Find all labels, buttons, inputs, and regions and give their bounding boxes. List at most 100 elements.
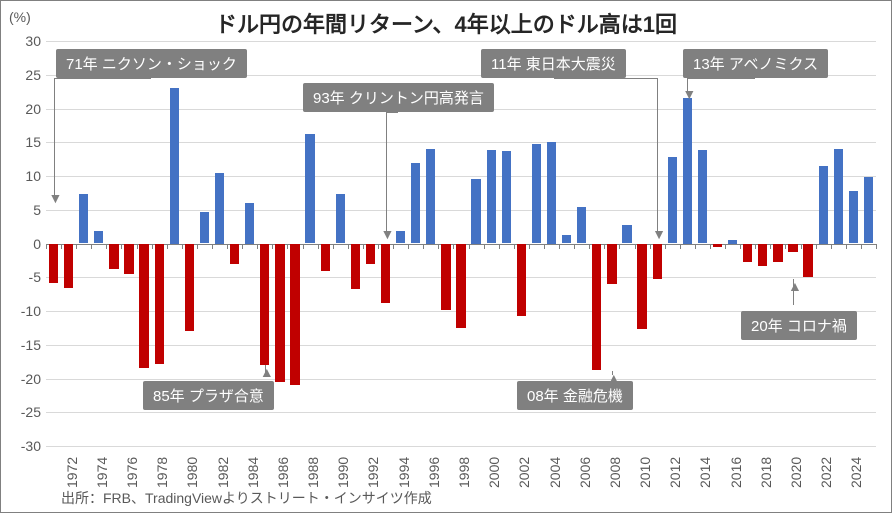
gridline: [46, 41, 876, 42]
x-tick-label: 1996: [426, 457, 442, 488]
y-tick-label: -5: [5, 269, 41, 285]
x-tick: [589, 244, 590, 249]
bar: [49, 244, 58, 283]
gridline: [46, 345, 876, 346]
bar: [426, 149, 435, 244]
bar: [155, 244, 164, 364]
x-tick-label: 2024: [848, 457, 864, 488]
annotation-box: 85年 プラザ合意: [143, 381, 274, 410]
x-tick: [303, 244, 304, 249]
x-tick: [318, 244, 319, 249]
y-tick-label: 20: [5, 101, 41, 117]
bar: [185, 244, 194, 332]
bar: [109, 244, 118, 270]
bar: [728, 240, 737, 243]
chart-container: (%) ドル円の年間リターン、4年以上のドル高は1回 -30-25-20-15-…: [0, 0, 892, 513]
x-tick: [740, 244, 741, 249]
x-tick: [438, 244, 439, 249]
x-tick-label: 2002: [516, 457, 532, 488]
x-tick: [801, 244, 802, 249]
x-tick: [725, 244, 726, 249]
x-tick: [529, 244, 530, 249]
x-tick: [635, 244, 636, 249]
annotation-box: 93年 クリントン円高発言: [303, 83, 494, 112]
bar: [864, 177, 873, 243]
annotation-box: 13年 アベノミクス: [683, 49, 828, 78]
x-tick: [619, 244, 620, 249]
bar: [411, 163, 420, 243]
bar: [441, 244, 450, 310]
x-tick: [423, 244, 424, 249]
bar: [577, 207, 586, 243]
chart-source: 出所：FRB、TradingViewよりストリート・インサイツ作成: [61, 488, 432, 508]
annotation-box: 71年 ニクソン・ショック: [56, 49, 247, 78]
x-tick: [499, 244, 500, 249]
bar: [64, 244, 73, 289]
x-tick: [665, 244, 666, 249]
annotation-box: 20年 コロナ禍: [741, 311, 857, 340]
bar: [305, 134, 314, 243]
bar: [683, 98, 692, 243]
x-tick-label: 2008: [607, 457, 623, 488]
bar: [653, 244, 662, 280]
bar: [290, 244, 299, 386]
x-tick-label: 2018: [758, 457, 774, 488]
bar: [366, 244, 375, 264]
y-tick-label: 5: [5, 202, 41, 218]
bar: [487, 150, 496, 243]
bar: [200, 212, 209, 244]
x-tick: [755, 244, 756, 249]
y-tick-label: 30: [5, 33, 41, 49]
bar: [834, 149, 843, 244]
bar: [139, 244, 148, 368]
x-tick: [242, 244, 243, 249]
x-tick: [137, 244, 138, 249]
x-tick-label: 1972: [64, 457, 80, 488]
bar: [275, 244, 284, 382]
x-tick-label: 2012: [667, 457, 683, 488]
bar: [788, 244, 797, 252]
x-tick: [197, 244, 198, 249]
bar: [517, 244, 526, 316]
x-tick-label: 1998: [456, 457, 472, 488]
x-tick: [408, 244, 409, 249]
x-tick-label: 1980: [184, 457, 200, 488]
bar: [607, 244, 616, 285]
bar: [215, 173, 224, 244]
x-tick: [212, 244, 213, 249]
x-tick-label: 1984: [245, 457, 261, 488]
bar: [803, 244, 812, 278]
gridline: [46, 412, 876, 413]
y-tick-label: -10: [5, 303, 41, 319]
x-tick: [846, 244, 847, 249]
bar: [819, 166, 828, 244]
annotation-arrow: ▲: [260, 365, 274, 379]
bar: [532, 144, 541, 243]
x-tick: [121, 244, 122, 249]
x-tick: [710, 244, 711, 249]
x-tick: [348, 244, 349, 249]
y-tick-label: -30: [5, 438, 41, 454]
bar: [547, 142, 556, 243]
annotation-leader: [386, 112, 399, 113]
bar: [562, 235, 571, 243]
x-tick: [333, 244, 334, 249]
x-tick: [831, 244, 832, 249]
annotation-arrow: ▼: [682, 87, 696, 101]
annotation-arrow: ▲: [607, 371, 621, 385]
x-tick: [695, 244, 696, 249]
gridline: [46, 446, 876, 447]
bar: [698, 150, 707, 244]
x-tick: [785, 244, 786, 249]
annotation-arrow: ▲: [788, 279, 802, 293]
bar: [321, 244, 330, 271]
x-tick: [514, 244, 515, 249]
x-tick: [650, 244, 651, 249]
x-tick: [287, 244, 288, 249]
annotation-leader: [687, 78, 755, 79]
annotation-leader: [554, 78, 658, 79]
x-tick: [469, 244, 470, 249]
x-tick: [770, 244, 771, 249]
x-tick-label: 2000: [486, 457, 502, 488]
x-tick: [363, 244, 364, 249]
